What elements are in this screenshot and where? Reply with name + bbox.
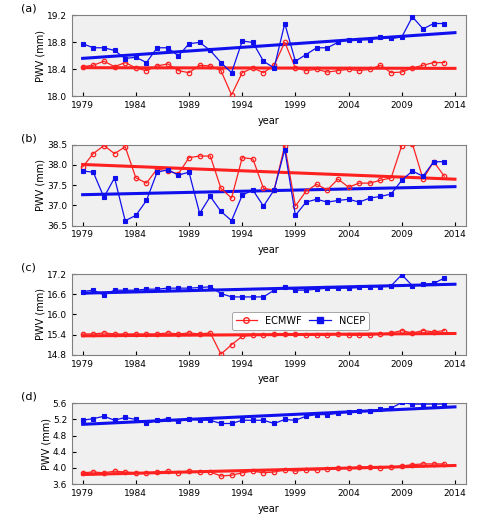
X-axis label: year: year: [258, 116, 280, 126]
Y-axis label: PWV (mm): PWV (mm): [36, 288, 46, 340]
Legend: ECMWF, NCEP: ECMWF, NCEP: [232, 312, 369, 330]
Y-axis label: PWV (mm): PWV (mm): [36, 159, 46, 211]
Y-axis label: PWV (mm): PWV (mm): [41, 418, 51, 470]
X-axis label: year: year: [258, 374, 280, 384]
Text: (a): (a): [21, 4, 36, 14]
Text: (b): (b): [21, 133, 36, 143]
Y-axis label: PWV (mm): PWV (mm): [36, 30, 46, 82]
X-axis label: year: year: [258, 504, 280, 513]
Text: (c): (c): [21, 263, 36, 272]
Text: (d): (d): [21, 392, 36, 402]
X-axis label: year: year: [258, 245, 280, 255]
